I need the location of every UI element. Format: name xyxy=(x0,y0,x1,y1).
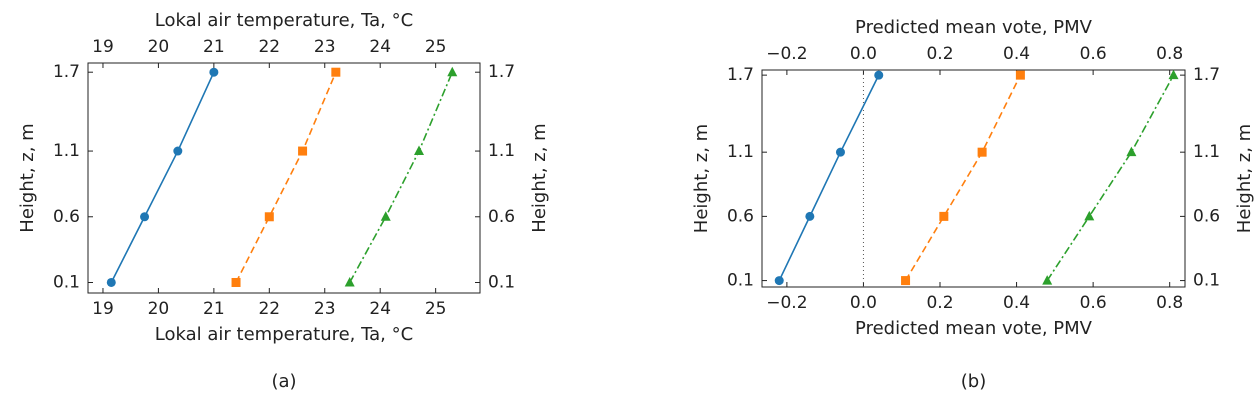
plot-frame xyxy=(761,69,1186,288)
y-tick-label-right: 0.6 xyxy=(1193,206,1220,226)
point xyxy=(1126,146,1137,157)
x-tick-label: 0.8 xyxy=(1156,293,1183,313)
point xyxy=(231,277,241,287)
point xyxy=(1168,69,1179,80)
series-line xyxy=(1046,74,1175,282)
x-tick-label-top: 19 xyxy=(92,37,114,57)
point xyxy=(901,276,911,286)
caption: (b) xyxy=(961,371,986,392)
point xyxy=(1042,275,1053,285)
point xyxy=(331,67,341,77)
x-tick-label-top: 0.8 xyxy=(1156,44,1183,64)
y-tick-label: 0.6 xyxy=(53,207,80,227)
point xyxy=(380,211,391,221)
x-axis-label-top: Predicted mean vote, PMV xyxy=(855,17,1093,38)
x-tick-label: 0.4 xyxy=(1003,293,1030,313)
y-tick-label: 1.1 xyxy=(727,142,754,162)
point xyxy=(835,147,845,157)
x-tick-label: 22 xyxy=(258,299,280,319)
point xyxy=(173,146,183,156)
y-axis-label: Height, z, m xyxy=(691,124,712,233)
x-tick-label: 25 xyxy=(425,299,447,319)
point xyxy=(805,211,815,221)
x-tick-label: 0.0 xyxy=(850,293,877,313)
y-tick-label: 0.1 xyxy=(727,271,754,291)
x-tick-label: 23 xyxy=(314,299,336,319)
series-line xyxy=(349,71,454,283)
x-tick-label-top: 0.4 xyxy=(1003,44,1030,64)
x-tick-label: 24 xyxy=(369,299,391,319)
y-axis-label: Height, z, m xyxy=(17,123,38,232)
x-tick-label: 19 xyxy=(92,299,114,319)
point xyxy=(447,66,458,77)
y-tick-label-right: 1.1 xyxy=(488,141,515,161)
point xyxy=(1015,70,1025,80)
point xyxy=(298,146,308,156)
series-line xyxy=(235,71,337,283)
x-tick-label-top: 25 xyxy=(425,37,447,57)
series-line xyxy=(110,71,215,283)
y-tick-label: 0.6 xyxy=(727,206,754,226)
point xyxy=(874,70,884,80)
point xyxy=(1084,210,1095,221)
x-tick-label: 0.2 xyxy=(926,293,953,313)
x-tick-label: 0.6 xyxy=(1080,293,1107,313)
x-axis-label: Lokal air temperature, Ta, °C xyxy=(155,324,413,345)
x-tick-label-top: 0.0 xyxy=(850,44,877,64)
x-tick-label: −0.2 xyxy=(766,293,807,313)
x-axis-label-top: Lokal air temperature, Ta, °C xyxy=(155,10,413,31)
x-tick-label-top: 20 xyxy=(148,37,170,57)
y-tick-label-right: 0.1 xyxy=(488,272,515,292)
y-tick-label-right: 1.7 xyxy=(488,62,515,82)
y-tick-label-right: 0.1 xyxy=(1193,271,1220,291)
x-tick-label: 20 xyxy=(148,299,170,319)
x-tick-label-top: 24 xyxy=(369,37,391,57)
x-tick-label-top: 0.6 xyxy=(1080,44,1107,64)
y-tick-label: 1.7 xyxy=(727,65,754,85)
point xyxy=(140,212,150,222)
y-tick-label-right: 0.6 xyxy=(488,207,515,227)
y-tick-label-right: 1.1 xyxy=(1193,142,1220,162)
y-tick-label-right: 1.7 xyxy=(1193,65,1220,85)
series-line xyxy=(904,74,1022,281)
point xyxy=(106,277,116,287)
point xyxy=(977,147,987,157)
x-tick-label-top: 21 xyxy=(203,37,225,57)
point xyxy=(264,212,274,222)
y-axis-label-right: Height, z, m xyxy=(1234,124,1255,233)
caption: (a) xyxy=(271,371,296,392)
x-tick-label-top: −0.2 xyxy=(766,44,807,64)
series-line xyxy=(778,74,880,281)
plot-frame xyxy=(87,62,481,294)
x-tick-label: 21 xyxy=(203,299,225,319)
y-tick-label: 1.1 xyxy=(53,141,80,161)
y-axis-label-right: Height, z, m xyxy=(529,123,550,232)
x-tick-label-top: 22 xyxy=(258,37,280,57)
x-tick-label-top: 0.2 xyxy=(926,44,953,64)
point xyxy=(774,276,784,286)
y-tick-label: 1.7 xyxy=(53,62,80,82)
x-tick-label-top: 23 xyxy=(314,37,336,57)
x-axis-label: Predicted mean vote, PMV xyxy=(855,318,1093,339)
point xyxy=(414,145,425,156)
y-tick-label: 0.1 xyxy=(53,272,80,292)
point xyxy=(939,211,949,221)
point xyxy=(209,67,219,77)
point xyxy=(344,276,355,287)
